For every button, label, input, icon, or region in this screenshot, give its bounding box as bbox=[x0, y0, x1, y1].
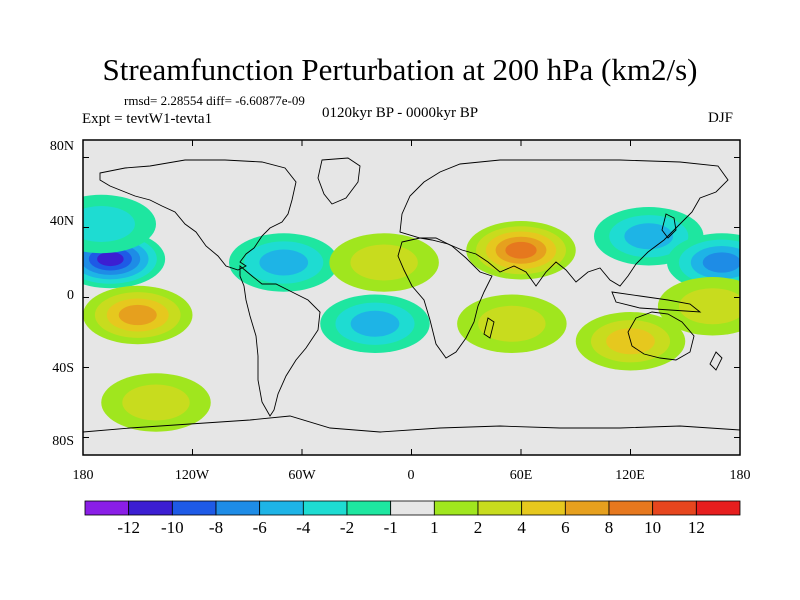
middle-east-high-contour bbox=[505, 241, 537, 259]
colorbar-label: 1 bbox=[430, 518, 439, 537]
caribbean-low-contour bbox=[259, 249, 309, 276]
northwest-pacific-low-contour bbox=[624, 223, 674, 250]
colorbar-label: 4 bbox=[517, 518, 526, 537]
colorbar-swatch bbox=[477, 500, 523, 516]
south-pacific-high-contour bbox=[118, 304, 157, 326]
coastlines bbox=[83, 157, 740, 455]
colorbar-label: -10 bbox=[160, 518, 184, 537]
season-label: DJF bbox=[708, 110, 734, 126]
colorbar-swatch bbox=[346, 500, 392, 516]
colorbar-swatch bbox=[84, 500, 130, 516]
colorbar-label: 2 bbox=[473, 518, 483, 537]
x-tick-label: 180 bbox=[72, 468, 94, 483]
y-tick-label: 0 bbox=[67, 288, 74, 303]
coastline-antarctica bbox=[83, 415, 740, 455]
x-tick-label: 120E bbox=[615, 468, 645, 483]
x-tick-label: 60E bbox=[509, 468, 533, 483]
coastline-south-america bbox=[239, 265, 321, 417]
central-pacific-low-contour bbox=[97, 251, 124, 267]
coastline-greenland bbox=[317, 157, 361, 205]
x-tick-label: 120W bbox=[174, 468, 210, 483]
subtropical-atlantic-high-contour bbox=[350, 244, 418, 281]
colorbar-swatch bbox=[128, 500, 173, 516]
colorbar-swatch bbox=[695, 500, 741, 516]
coastline-madagascar bbox=[483, 317, 495, 339]
y-tick-label: 80S bbox=[52, 434, 74, 449]
colorbar-swatch bbox=[564, 500, 610, 516]
southern-ocean-high-contour bbox=[122, 384, 190, 421]
colorbar-label: 8 bbox=[604, 518, 614, 537]
colorbar-swatch bbox=[433, 500, 479, 516]
coastline-indonesia bbox=[611, 291, 702, 313]
x-tick-label: 0 bbox=[407, 468, 415, 483]
stats-label: rmsd= 2.28554 diff= -6.60877e-09 bbox=[124, 93, 305, 108]
y-tick-label: 80N bbox=[49, 139, 74, 154]
anomaly-field bbox=[83, 194, 740, 432]
north-pacific-low-contour bbox=[83, 206, 135, 242]
coastline-new-zealand bbox=[709, 351, 723, 371]
south-pacific-west-high-contour bbox=[678, 288, 740, 325]
colorbar-label: -4 bbox=[296, 518, 311, 537]
south-atlantic-low-contour bbox=[350, 310, 400, 337]
colorbar-swatch bbox=[171, 500, 217, 516]
period-label: 0120kyr BP - 0000kyr BP bbox=[322, 105, 479, 121]
colorbar-label: 10 bbox=[644, 518, 662, 537]
colorbar-label: 12 bbox=[687, 518, 705, 537]
colorbar-label: -2 bbox=[339, 518, 355, 537]
colorbar-swatch bbox=[652, 500, 697, 516]
colorbar-swatch bbox=[259, 500, 304, 516]
indian-ocean-south-high-contour bbox=[478, 305, 546, 342]
coastline-eurasia bbox=[399, 159, 729, 287]
colorbar-label: -12 bbox=[117, 518, 140, 537]
colorbar-label: -8 bbox=[208, 518, 224, 537]
east-pacific-low-contour bbox=[702, 252, 740, 273]
colorbar-swatch bbox=[608, 500, 654, 516]
y-tick-label: 40N bbox=[49, 214, 74, 229]
colorbar-swatch bbox=[302, 500, 348, 516]
colorbar-label: -6 bbox=[252, 518, 267, 537]
x-tick-label: 60W bbox=[288, 468, 316, 483]
x-tick-label: 180 bbox=[729, 468, 751, 483]
plot-title: Streamfunction Perturbation at 200 hPa (… bbox=[102, 52, 698, 87]
coastline-australia bbox=[627, 311, 695, 361]
coastline-japan bbox=[661, 213, 677, 239]
y-tick-label: 40S bbox=[52, 361, 74, 376]
colorbar-swatch bbox=[521, 500, 566, 516]
experiment-label: Expt = tevtW1-tevta1 bbox=[82, 111, 213, 127]
colorbar-label: -1 bbox=[383, 518, 398, 537]
colorbar-label: 6 bbox=[561, 518, 570, 537]
coastline-north-america bbox=[99, 159, 297, 271]
axis-ticks bbox=[82, 140, 741, 455]
colorbar-swatch bbox=[215, 500, 261, 516]
colorbar-swatch bbox=[390, 500, 435, 516]
coastline-africa bbox=[397, 237, 493, 359]
colorbar bbox=[84, 500, 741, 516]
